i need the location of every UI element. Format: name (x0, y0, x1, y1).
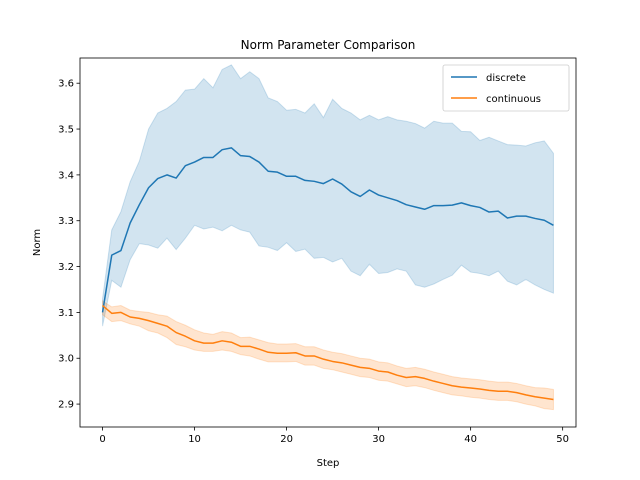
discrete-series-line (101, 147, 554, 313)
legend: discrete continuous (442, 64, 570, 112)
y-tick-label: 3.2 (58, 262, 74, 273)
y-tick-label: 3.3 (58, 216, 74, 227)
y-tick-label: 3.6 (58, 79, 74, 90)
y-tick-label: 2.9 (58, 400, 74, 411)
y-axis-label: Norm (32, 229, 43, 256)
discrete-confidence-band (102, 64, 554, 327)
series-lines (101, 147, 554, 401)
chart-title: Norm Parameter Comparison (241, 38, 416, 52)
y-tick-label: 3.4 (58, 170, 74, 181)
x-tick-label: 0 (99, 434, 105, 445)
y-tick-label: 3.1 (58, 308, 74, 319)
x-axis: 0 10 20 30 40 50 (99, 427, 569, 445)
y-axis: 2.9 3.0 3.1 3.2 3.3 3.4 3.5 3.6 (58, 79, 80, 411)
x-tick-label: 10 (188, 434, 201, 445)
x-axis-label: Step (317, 458, 340, 469)
y-tick-label: 3.5 (58, 125, 74, 136)
y-tick-label: 3.0 (58, 354, 74, 365)
x-tick-label: 30 (372, 434, 385, 445)
plot-area-frame (79, 57, 577, 428)
x-tick-label: 50 (556, 434, 569, 445)
x-tick-label: 20 (280, 434, 293, 445)
x-tick-label: 40 (464, 434, 477, 445)
discrete-legend-label: discrete (486, 73, 526, 84)
continuous-legend-label: continuous (486, 94, 541, 105)
continuous-series-line (102, 304, 554, 401)
